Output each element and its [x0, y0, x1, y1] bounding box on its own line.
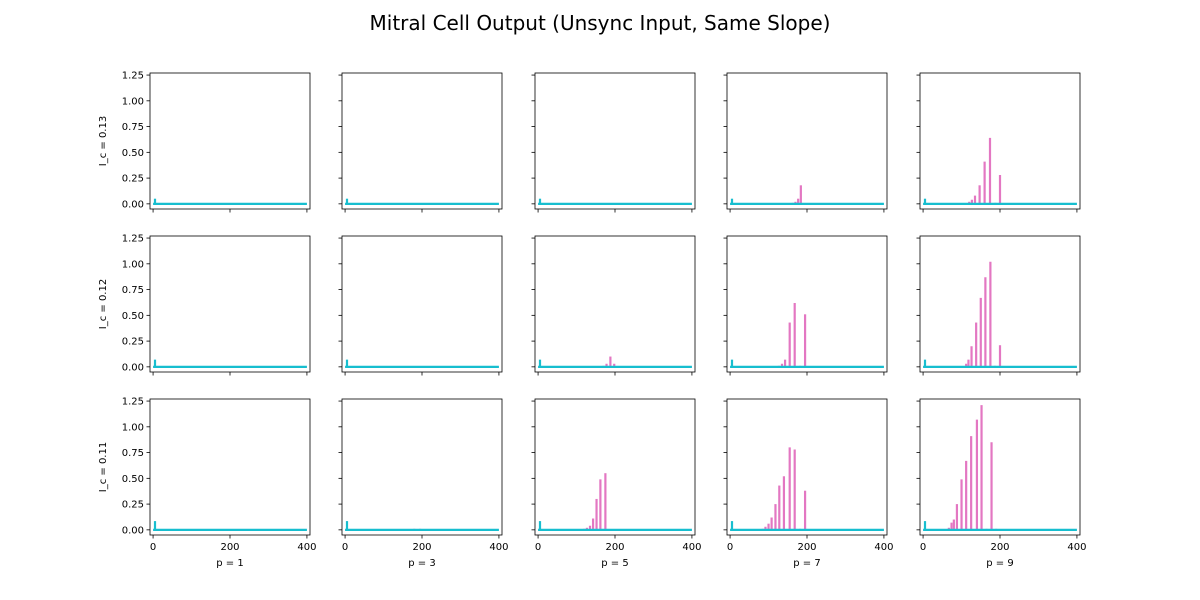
x-tick-label-c4-2: 400 [1067, 542, 1086, 553]
y-tick-label-r1-5: 1.25 [122, 234, 144, 245]
axes-frame-r2-c2 [534, 398, 696, 536]
x-tick-label-c3-0: 0 [727, 542, 733, 553]
axes-frame-r2-c3 [726, 398, 888, 536]
subplot-grid: 0.000.250.500.751.001.25I_c = 0.130.000.… [98, 71, 1086, 569]
x-axis-label-c4: p = 9 [986, 558, 1013, 569]
axes-frame-r0-c0 [149, 72, 311, 210]
y-tick-label-r0-4: 1.00 [122, 96, 144, 107]
subplot-r2-c4: 0 200 400 p = 9 [916, 398, 1086, 569]
subplot-r0-c2 [531, 72, 696, 213]
y-tick-label-r2-0: 0.00 [122, 525, 144, 536]
axes-frame-r2-c4 [919, 398, 1081, 536]
subplot-r2-c0: 0.00 0.25 0.50 0.75 1.00 1.25 0 200 400 p = 1 I_c … [98, 397, 316, 569]
subplot-r1-c2 [531, 235, 696, 376]
subplot-r2-c3: 0 200 400 p = 7 [723, 398, 893, 569]
subplot-r1-c1 [338, 235, 503, 376]
y-tick-label-r0-1: 0.25 [122, 174, 144, 185]
axes-frame-r2-c1 [341, 398, 503, 536]
y-tick-label-r2-3: 0.75 [122, 448, 144, 459]
y-tick-label-r0-2: 0.50 [122, 148, 144, 159]
axes-frame-r1-c2 [534, 235, 696, 373]
subplot-r1-c4 [916, 235, 1081, 376]
axes-frame-r2-c0 [149, 398, 311, 536]
axes-frame-r0-c2 [534, 72, 696, 210]
axes-frame-r0-c3 [726, 72, 888, 210]
axes-frame-r1-c0 [149, 235, 311, 373]
y-tick-label-r2-1: 0.25 [122, 500, 144, 511]
y-tick-label-r0-5: 1.25 [122, 71, 144, 82]
y-tick-label-r2-4: 1.00 [122, 422, 144, 433]
x-tick-label-c3-2: 400 [874, 542, 893, 553]
subplot-r2-c2: 0 200 400 p = 5 [531, 398, 701, 569]
subplot-r2-c1: 0 200 400 p = 3 [338, 398, 508, 569]
x-tick-label-c4-0: 0 [920, 542, 926, 553]
axes-frame-r1-c1 [341, 235, 503, 373]
x-tick-label-c3-1: 200 [797, 542, 816, 553]
subplot-r0-c0: 0.00 0.25 0.50 0.75 1.00 1.25 I_c = 0.13 [98, 71, 311, 213]
y-tick-label-r0-0: 0.00 [122, 199, 144, 210]
y-tick-label-r1-1: 0.25 [122, 337, 144, 348]
y-tick-label-r2-2: 0.50 [122, 474, 144, 485]
axes-frame-r0-c1 [341, 72, 503, 210]
subplot-r0-c4 [916, 72, 1081, 213]
y-tick-label-r1-3: 0.75 [122, 285, 144, 296]
x-tick-label-c2-1: 200 [605, 542, 624, 553]
chart-title: Mitral Cell Output (Unsync Input, Same S… [370, 11, 831, 35]
axes-frame-r1-c3 [726, 235, 888, 373]
x-tick-label-c1-0: 0 [342, 542, 348, 553]
x-tick-label-c1-1: 200 [412, 542, 431, 553]
x-axis-label-c0: p = 1 [216, 558, 243, 569]
x-tick-label-c0-0: 0 [150, 542, 156, 553]
subplot-r0-c1 [338, 72, 503, 213]
subplot-r1-c0: 0.00 0.25 0.50 0.75 1.00 1.25 I_c = 0.12 [98, 234, 311, 376]
y-tick-label-r2-5: 1.25 [122, 397, 144, 408]
x-tick-label-c0-2: 400 [297, 542, 316, 553]
x-axis-label-c2: p = 5 [601, 558, 628, 569]
x-axis-label-c1: p = 3 [408, 558, 435, 569]
subplot-r0-c3 [723, 72, 888, 213]
y-axis-label-r2: I_c = 0.11 [98, 442, 109, 492]
x-tick-label-c4-1: 200 [990, 542, 1009, 553]
y-tick-label-r1-4: 1.00 [122, 259, 144, 270]
x-tick-label-c2-2: 400 [682, 542, 701, 553]
y-tick-label-r1-2: 0.50 [122, 311, 144, 322]
x-tick-label-c1-2: 400 [489, 542, 508, 553]
y-axis-label-r0: I_c = 0.13 [98, 116, 109, 166]
subplot-r1-c3 [723, 235, 888, 376]
y-axis-label-r1: I_c = 0.12 [98, 279, 109, 329]
x-tick-label-c2-0: 0 [535, 542, 541, 553]
y-tick-label-r1-0: 0.00 [122, 362, 144, 373]
x-tick-label-c0-1: 200 [220, 542, 239, 553]
x-axis-label-c3: p = 7 [793, 558, 820, 569]
y-tick-label-r0-3: 0.75 [122, 122, 144, 133]
